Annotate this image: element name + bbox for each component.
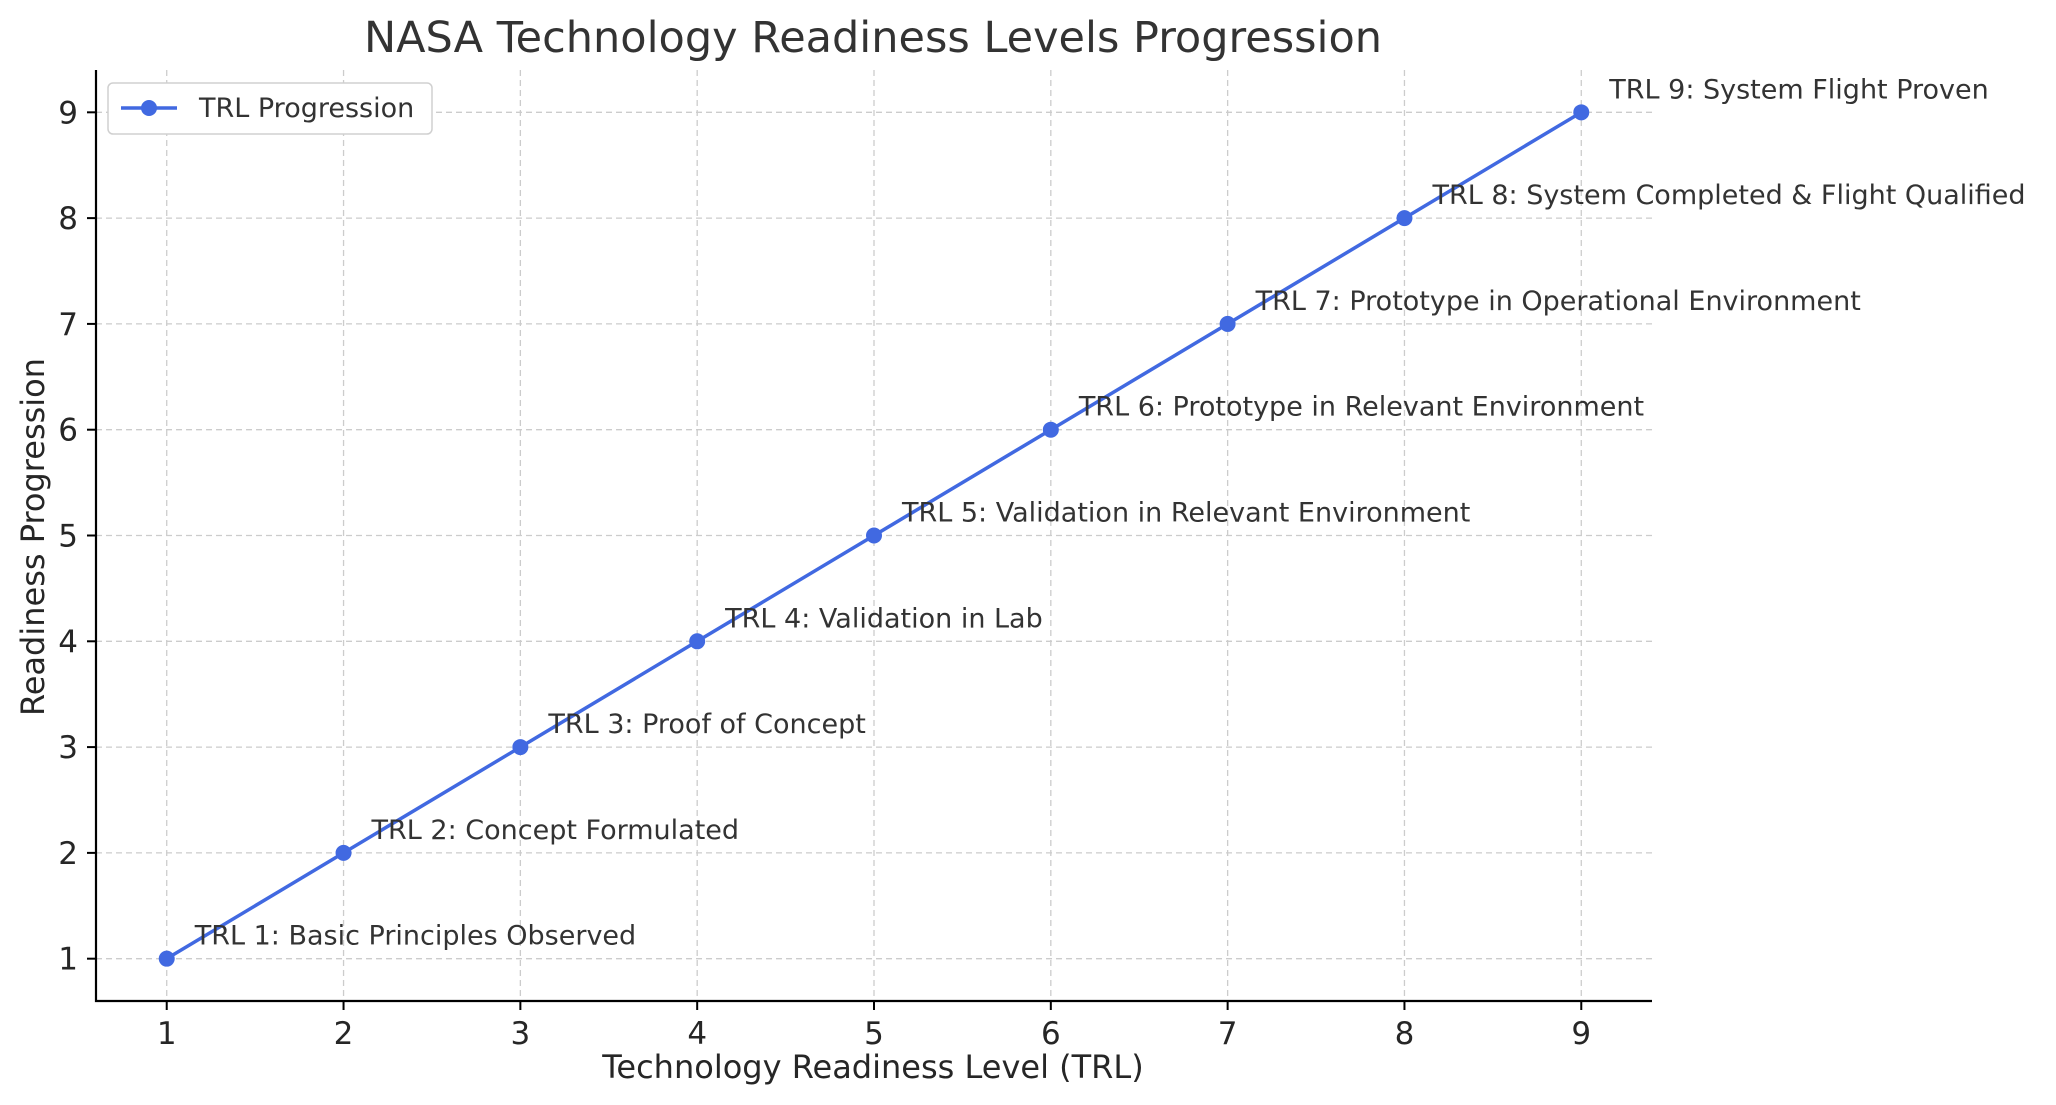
y-tick-label: 9 [58,95,78,131]
x-tick-label: 5 [864,1016,884,1052]
data-point [866,527,882,544]
y-tick-label: 8 [58,201,78,237]
data-point [512,739,529,756]
legend-series-marker [141,100,157,116]
y-tick-label: 6 [58,413,78,449]
data-point [335,844,352,861]
x-axis-label: Technology Readiness Level (TRL) [601,1048,1143,1086]
x-tick-label: 1 [157,1016,177,1052]
point-annotation: TRL 6: Prototype in Relevant Environment [1078,392,1644,423]
y-tick-label: 5 [58,519,78,555]
point-annotation: TRL 7: Prototype in Operational Environm… [1255,286,1861,317]
y-tick-label: 3 [58,730,78,766]
y-tick-label: 7 [58,307,78,343]
point-annotation: TRL 3: Proof of Concept [547,709,865,740]
annotation-layer: TRL 1: Basic Principles Observed TRL 2: C… [194,74,2026,951]
chart-title: NASA Technology Readiness Levels Progres… [364,13,1382,63]
y-axis-label: Readiness Progression [14,358,52,716]
series-layer [158,104,1590,967]
y-tick-label: 4 [58,624,78,660]
legend-series-label: TRL Progression [198,93,414,124]
x-tick-label: 2 [334,1016,354,1052]
y-tick-label: 1 [58,942,78,978]
data-point [1042,421,1059,438]
data-point [1573,104,1590,121]
point-annotation: TRL 8: System Completed & Flight Qualifi… [1431,180,2025,211]
x-tick-label: 6 [1041,1016,1061,1052]
point-annotation: TRL 5: Validation in Relevant Environmen… [901,498,1470,529]
x-tick-label: 8 [1395,1016,1415,1052]
x-tick-label: 9 [1571,1016,1591,1052]
x-tick-label: 3 [510,1016,530,1052]
legend: TRL Progression [107,82,433,135]
point-annotation: TRL 9: System Flight Proven [1608,74,1989,105]
data-point [158,950,175,967]
legend-box [107,82,433,135]
data-point [689,633,706,650]
x-tick-label: 4 [687,1016,707,1052]
axis-spines [94,70,1652,1003]
y-tick-label: 2 [58,836,78,872]
data-point [1219,315,1236,332]
data-point [1396,210,1413,227]
point-annotation: TRL 1: Basic Principles Observed [194,921,636,952]
point-annotation: TRL 2: Concept Formulated [371,815,739,846]
axes: 1 2 3 4 5 6 7 8 9 1 2 3 4 5 6 7 8 9 [58,70,1652,1052]
point-annotation: TRL 4: Validation in Lab [724,603,1043,634]
x-tick-label: 7 [1218,1016,1238,1052]
